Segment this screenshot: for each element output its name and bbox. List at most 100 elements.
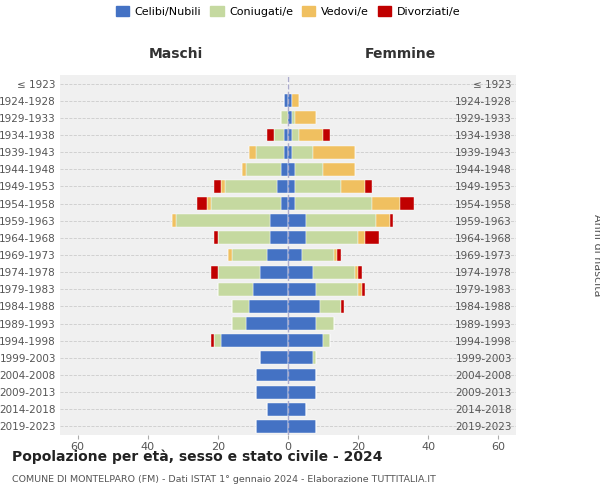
Bar bbox=[288, 368, 316, 382]
Bar bbox=[256, 386, 288, 398]
Bar bbox=[218, 266, 260, 278]
Text: COMUNE DI MONTELPARO (FM) - Dati ISTAT 1° gennaio 2024 - Elaborazione TUTTITALIA: COMUNE DI MONTELPARO (FM) - Dati ISTAT 1… bbox=[12, 475, 436, 484]
Bar bbox=[256, 420, 288, 433]
Bar bbox=[281, 163, 288, 175]
Bar bbox=[284, 146, 288, 158]
Bar bbox=[295, 197, 372, 210]
Bar bbox=[288, 420, 316, 433]
Bar bbox=[274, 128, 284, 141]
Bar bbox=[211, 334, 214, 347]
Bar bbox=[211, 197, 281, 210]
Bar bbox=[172, 214, 176, 227]
Bar bbox=[400, 197, 414, 210]
Bar bbox=[250, 300, 288, 313]
Bar bbox=[271, 232, 288, 244]
Bar bbox=[323, 128, 330, 141]
Bar bbox=[372, 197, 400, 210]
Bar bbox=[288, 334, 323, 347]
Bar bbox=[288, 163, 295, 175]
Bar bbox=[299, 128, 323, 141]
Bar bbox=[229, 248, 232, 262]
Bar bbox=[288, 214, 305, 227]
Bar bbox=[267, 128, 274, 141]
Bar bbox=[305, 232, 358, 244]
Bar bbox=[288, 112, 292, 124]
Bar bbox=[242, 163, 246, 175]
Bar bbox=[232, 317, 246, 330]
Bar bbox=[302, 248, 334, 262]
Bar bbox=[288, 248, 302, 262]
Bar bbox=[292, 94, 299, 107]
Bar bbox=[246, 317, 288, 330]
Bar bbox=[218, 232, 271, 244]
Bar bbox=[208, 197, 211, 210]
Bar bbox=[221, 334, 288, 347]
Bar bbox=[253, 283, 288, 296]
Bar bbox=[288, 283, 316, 296]
Bar bbox=[288, 403, 305, 415]
Bar bbox=[271, 214, 288, 227]
Bar bbox=[316, 283, 358, 296]
Bar bbox=[246, 163, 281, 175]
Bar bbox=[358, 283, 362, 296]
Bar bbox=[288, 128, 292, 141]
Bar bbox=[358, 232, 365, 244]
Bar bbox=[256, 146, 284, 158]
Bar bbox=[365, 180, 372, 193]
Bar bbox=[211, 266, 218, 278]
Text: Femmine: Femmine bbox=[365, 48, 436, 62]
Bar bbox=[288, 197, 295, 210]
Bar bbox=[313, 266, 355, 278]
Text: Anni di nascita: Anni di nascita bbox=[592, 214, 600, 296]
Bar bbox=[288, 146, 292, 158]
Bar bbox=[313, 146, 355, 158]
Bar bbox=[288, 386, 316, 398]
Bar bbox=[267, 248, 288, 262]
Bar bbox=[288, 352, 313, 364]
Bar bbox=[214, 232, 218, 244]
Bar bbox=[341, 180, 365, 193]
Bar bbox=[256, 368, 288, 382]
Bar bbox=[214, 180, 221, 193]
Bar bbox=[277, 180, 288, 193]
Bar bbox=[281, 197, 288, 210]
Bar bbox=[260, 352, 288, 364]
Bar bbox=[288, 94, 292, 107]
Bar bbox=[376, 214, 390, 227]
Bar bbox=[334, 248, 337, 262]
Bar bbox=[250, 146, 256, 158]
Bar bbox=[320, 300, 341, 313]
Bar bbox=[355, 266, 358, 278]
Legend: Celibi/Nubili, Coniugati/e, Vedovi/e, Divorziati/e: Celibi/Nubili, Coniugati/e, Vedovi/e, Di… bbox=[112, 2, 464, 21]
Bar bbox=[260, 266, 288, 278]
Bar bbox=[288, 300, 320, 313]
Bar bbox=[232, 300, 250, 313]
Bar bbox=[292, 128, 299, 141]
Bar bbox=[323, 334, 330, 347]
Bar bbox=[288, 266, 313, 278]
Bar bbox=[288, 317, 316, 330]
Text: Maschi: Maschi bbox=[149, 48, 203, 62]
Bar bbox=[341, 300, 344, 313]
Bar bbox=[221, 180, 225, 193]
Bar bbox=[362, 283, 365, 296]
Bar bbox=[214, 334, 221, 347]
Bar bbox=[295, 163, 323, 175]
Bar bbox=[365, 232, 379, 244]
Bar bbox=[295, 180, 341, 193]
Bar bbox=[218, 283, 253, 296]
Bar bbox=[390, 214, 393, 227]
Bar bbox=[358, 266, 362, 278]
Bar bbox=[197, 197, 208, 210]
Bar bbox=[176, 214, 271, 227]
Bar bbox=[313, 352, 316, 364]
Bar bbox=[305, 214, 376, 227]
Text: Popolazione per età, sesso e stato civile - 2024: Popolazione per età, sesso e stato civil… bbox=[12, 450, 383, 464]
Bar bbox=[281, 112, 288, 124]
Bar bbox=[284, 94, 288, 107]
Bar bbox=[337, 248, 341, 262]
Bar bbox=[225, 180, 277, 193]
Bar bbox=[267, 403, 288, 415]
Bar bbox=[323, 163, 355, 175]
Bar bbox=[316, 317, 334, 330]
